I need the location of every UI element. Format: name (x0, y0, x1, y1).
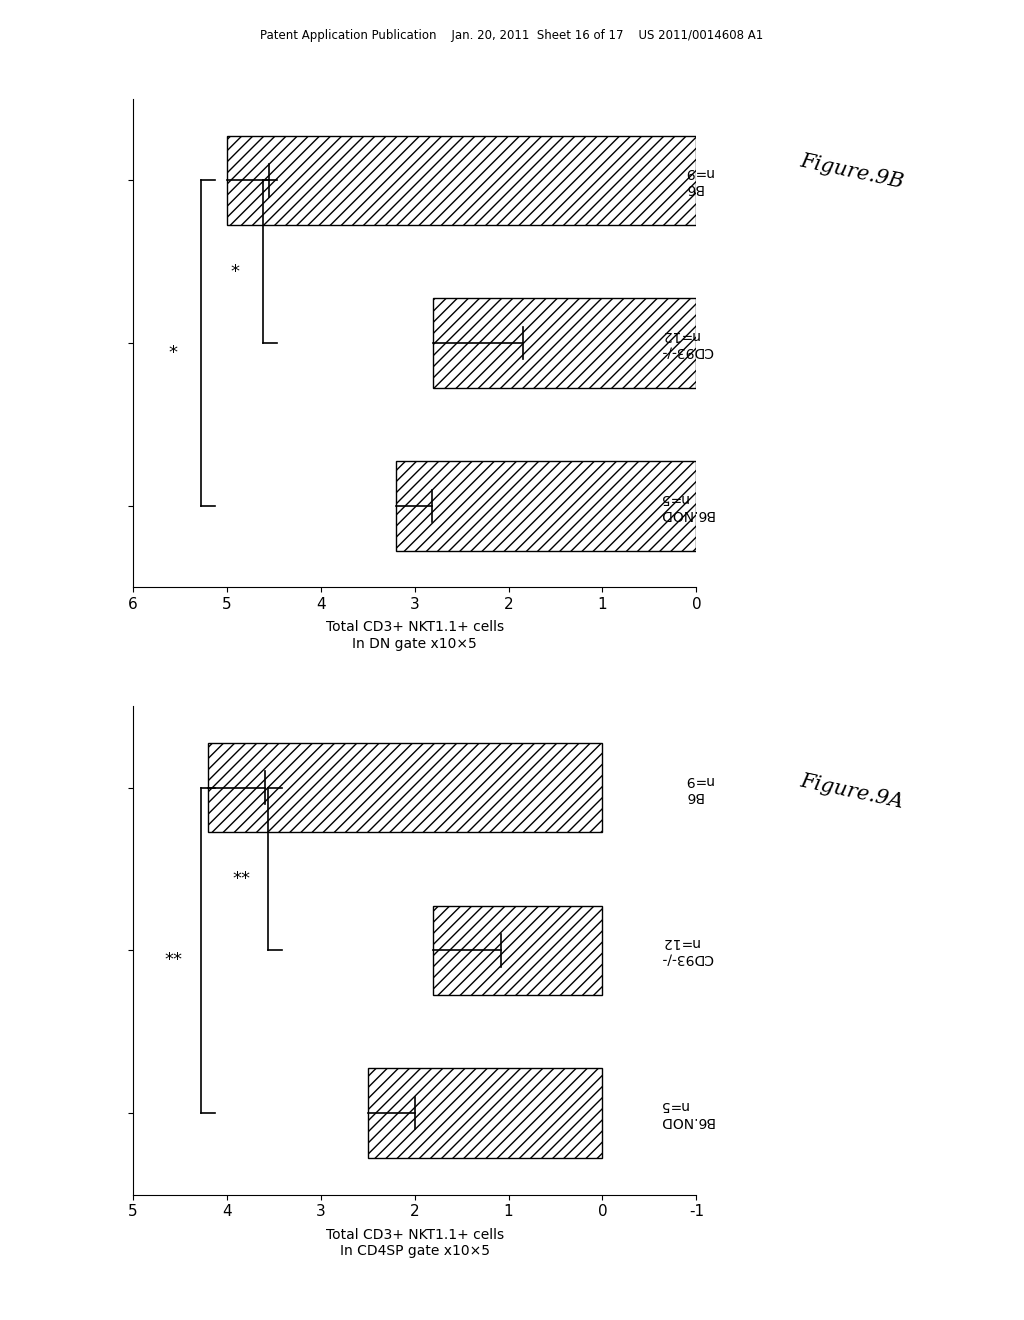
Bar (208, 743, 602, 833)
Text: CD93-/-
n=12: CD93-/- n=12 (660, 329, 713, 358)
X-axis label: Total CD3+ NKT1.1+ cells
In DN gate x10×5: Total CD3+ NKT1.1+ cells In DN gate x10×… (326, 620, 504, 651)
Bar (227, 136, 696, 226)
Text: **: ** (231, 861, 249, 878)
Text: CD93-/-
n=12: CD93-/- n=12 (660, 936, 713, 965)
Text: B6
n=9: B6 n=9 (684, 772, 713, 803)
Text: Figure.9B: Figure.9B (799, 152, 906, 191)
Bar (433, 906, 602, 995)
Bar (433, 298, 696, 388)
Bar (396, 461, 696, 550)
Text: B6.NOD
n=5: B6.NOD n=5 (658, 491, 713, 521)
X-axis label: Total CD3+ NKT1.1+ cells
In CD4SP gate x10×5: Total CD3+ NKT1.1+ cells In CD4SP gate x… (326, 1228, 504, 1258)
Text: *: * (230, 253, 239, 271)
Text: B6.NOD
n=5: B6.NOD n=5 (658, 1098, 713, 1129)
Text: **: ** (164, 941, 181, 960)
Bar (368, 1068, 602, 1158)
Text: Figure.9A: Figure.9A (799, 772, 906, 812)
Text: B6
n=9: B6 n=9 (684, 165, 713, 195)
Text: Patent Application Publication    Jan. 20, 2011  Sheet 16 of 17    US 2011/00146: Patent Application Publication Jan. 20, … (260, 29, 764, 42)
Text: *: * (168, 334, 177, 352)
